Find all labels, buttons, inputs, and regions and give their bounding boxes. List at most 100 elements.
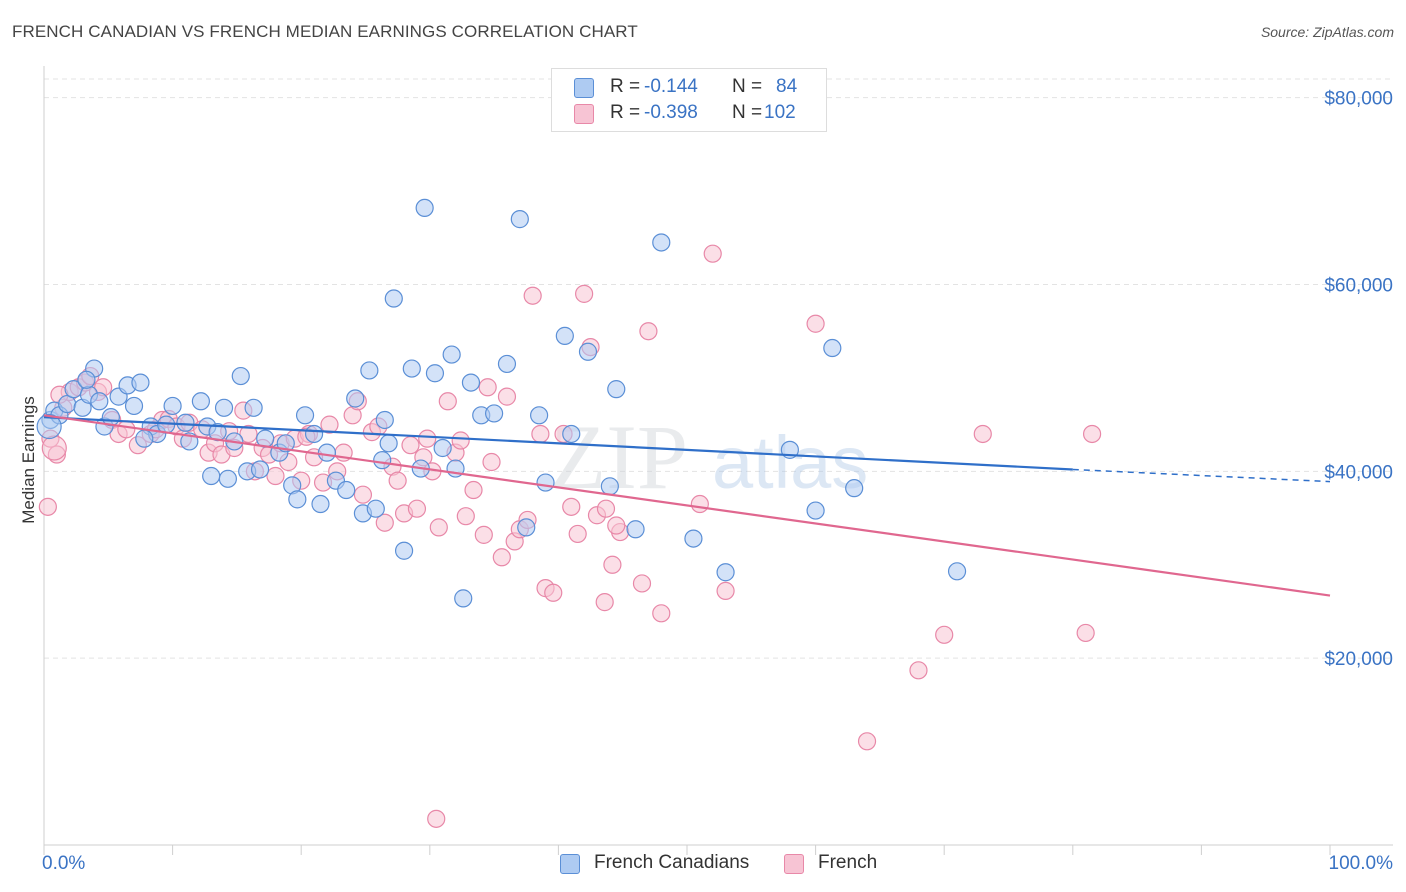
data-point-french-canadian [425,364,445,383]
data-point-french [38,497,57,516]
data-point-french-canadian [373,451,392,470]
n-label: N = [732,76,763,97]
data-point-french [703,244,722,263]
y-axis-label: Median Earnings [19,396,38,524]
data-point-french-canadian [530,406,549,425]
r-value: -0.398 [644,102,698,123]
data-point-french [451,431,470,450]
data-point-french-canadian [366,499,385,518]
data-point-french [607,516,626,535]
data-point-french-canadian [497,354,517,374]
data-point-french-canadian [244,398,263,417]
data-point-french [857,732,877,751]
data-point-french [427,809,446,828]
n-value: 84 [776,76,798,97]
data-point-french [806,314,825,333]
data-point-french-canadian [295,406,315,425]
data-point-french-canadian [415,198,434,218]
data-point-french-canadian [442,345,461,364]
data-point-french-canadian [337,480,356,500]
data-point-french-canadian [823,338,842,358]
data-point-french-canadian [317,443,337,462]
y-tick-label: $40,000 [1324,462,1393,483]
data-point-french-canadian [845,479,864,498]
x-tick-label-end: 100.0% [1329,853,1394,874]
data-point-french-canadian [600,477,619,496]
data-point-french-canadian [461,373,481,392]
data-point-french [464,480,483,500]
data-point-french [418,429,437,448]
data-point-french-canadian [716,563,735,582]
data-point-french [407,499,427,518]
data-point-french [497,387,517,406]
data-point-french-canadian [176,413,195,432]
trend-line-french [43,414,1331,597]
data-point-french [482,452,501,472]
data-point-french [568,524,587,544]
data-point-french-canadian [135,429,154,448]
legend-label: French Canadians [594,852,750,873]
data-point-french [523,286,542,305]
data-point-french-canadian [124,396,144,416]
data-point-french-canadian [947,562,967,581]
watermark-zip: ZIP [550,406,688,508]
data-point-french-canadian [131,373,150,392]
data-point-french-canadian [578,342,598,361]
data-point-french-canadian [684,529,703,548]
french-points [38,244,1102,828]
data-point-french [632,574,652,593]
data-point-french-canadian [607,380,626,399]
axes [43,66,1393,855]
data-point-french [1082,424,1102,444]
data-point-french [544,583,563,602]
data-point-french [531,424,550,444]
data-point-french [456,507,475,526]
data-point-french [909,661,928,680]
legend-label: French [818,852,878,873]
watermark: ZIP atlas [550,406,868,508]
data-point-french-canadian [304,424,324,444]
data-point-french [478,378,497,397]
data-point-french-canadian [806,501,825,520]
data-point-french-canadian [77,370,96,389]
data-point-french-canadian [218,469,237,488]
data-point-french [1076,623,1095,643]
data-point-french [562,497,581,516]
trend-lines [43,414,1331,597]
data-point-french [690,494,709,514]
data-point-french-canadian [454,589,473,608]
data-point-french [438,392,457,411]
data-point-french-canadian [402,359,421,378]
data-point-french-canadian [36,413,62,440]
data-point-french-canadian [433,438,452,458]
data-point-french-canadian [346,389,365,408]
data-point-french-canadian [517,518,536,537]
y-tick-label: $60,000 [1324,276,1393,297]
data-point-french [117,420,136,439]
data-point-french-canadian [536,473,555,492]
data-point-french-canadian [202,466,221,486]
source-credit[interactable]: Source: ZipAtlas.com [1260,24,1394,40]
data-point-french [575,284,594,303]
data-point-french [429,518,448,537]
n-label: N = [732,102,763,123]
r-label: R = [610,76,641,97]
y-tick-label: $20,000 [1324,649,1393,670]
data-point-french-canadian [555,326,574,345]
data-point-french [401,436,420,455]
blue-swatch [560,854,580,874]
data-point-french-canadian [562,424,581,444]
data-point-french-canadian [626,520,645,539]
pink-swatch [574,104,594,124]
data-point-french [652,604,671,623]
data-point-french [239,424,258,444]
data-point-french [474,525,493,544]
data-point-french [320,415,339,434]
data-point-french [266,466,285,486]
data-point-french-canadian [163,396,182,416]
data-point-french-canadian [485,404,504,423]
data-point-french [973,424,992,444]
data-point-french-canadian [360,361,379,380]
data-point-french-canadian [652,233,671,252]
